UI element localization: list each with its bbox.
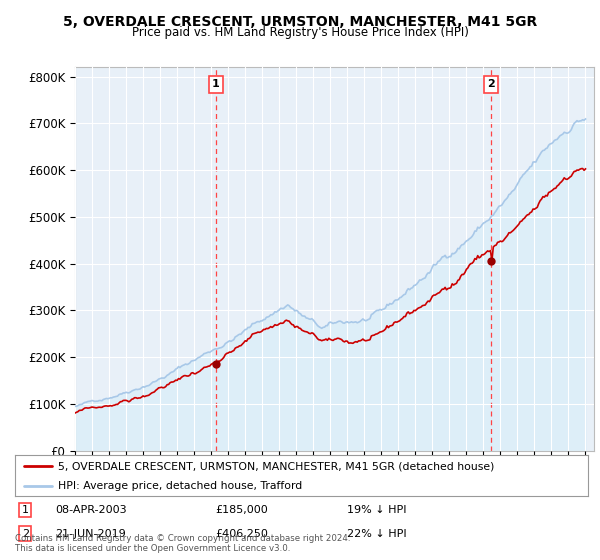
Text: 1: 1 — [212, 80, 220, 90]
Text: £406,250: £406,250 — [215, 529, 268, 539]
Text: Contains HM Land Registry data © Crown copyright and database right 2024.
This d: Contains HM Land Registry data © Crown c… — [15, 534, 350, 553]
Text: 5, OVERDALE CRESCENT, URMSTON, MANCHESTER, M41 5GR: 5, OVERDALE CRESCENT, URMSTON, MANCHESTE… — [63, 15, 537, 29]
Text: 22% ↓ HPI: 22% ↓ HPI — [347, 529, 407, 539]
Text: HPI: Average price, detached house, Trafford: HPI: Average price, detached house, Traf… — [58, 480, 302, 491]
Text: 5, OVERDALE CRESCENT, URMSTON, MANCHESTER, M41 5GR (detached house): 5, OVERDALE CRESCENT, URMSTON, MANCHESTE… — [58, 461, 494, 471]
Text: 1: 1 — [22, 505, 29, 515]
Text: 08-APR-2003: 08-APR-2003 — [55, 505, 127, 515]
Text: 19% ↓ HPI: 19% ↓ HPI — [347, 505, 407, 515]
Text: 2: 2 — [22, 529, 29, 539]
Text: 21-JUN-2019: 21-JUN-2019 — [55, 529, 126, 539]
Text: 2: 2 — [488, 80, 495, 90]
Text: Price paid vs. HM Land Registry's House Price Index (HPI): Price paid vs. HM Land Registry's House … — [131, 26, 469, 39]
Text: £185,000: £185,000 — [215, 505, 268, 515]
